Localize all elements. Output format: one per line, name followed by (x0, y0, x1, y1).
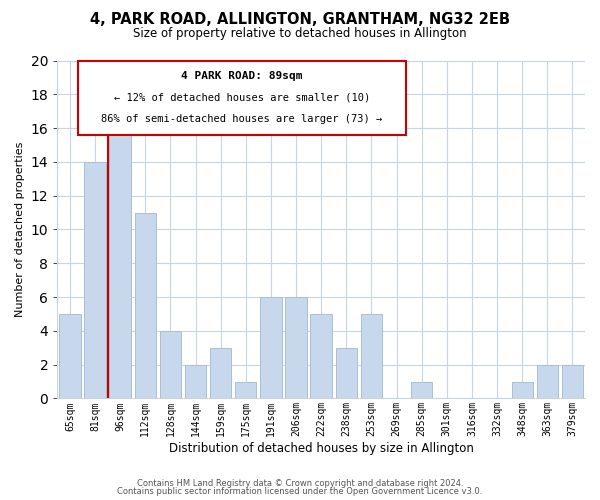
Bar (109, 111, 131, 399)
Bar (59, 314, 80, 398)
Bar (562, 364, 583, 398)
Bar (335, 348, 357, 399)
Bar (134, 212, 156, 398)
Bar (85, 162, 106, 398)
Bar (160, 331, 181, 398)
Bar (210, 348, 232, 399)
Bar (536, 364, 558, 398)
Bar (361, 314, 382, 398)
Bar (235, 382, 256, 398)
Text: 4, PARK ROAD, ALLINGTON, GRANTHAM, NG32 2EB: 4, PARK ROAD, ALLINGTON, GRANTHAM, NG32 … (90, 12, 510, 28)
Bar (185, 364, 206, 398)
Text: 4 PARK ROAD: 89sqm: 4 PARK ROAD: 89sqm (181, 71, 303, 81)
Text: Contains HM Land Registry data © Crown copyright and database right 2024.: Contains HM Land Registry data © Crown c… (137, 478, 463, 488)
FancyBboxPatch shape (79, 60, 406, 135)
Y-axis label: Number of detached properties: Number of detached properties (15, 142, 25, 317)
Text: ← 12% of detached houses are smaller (10): ← 12% of detached houses are smaller (10… (114, 92, 370, 102)
Bar (286, 297, 307, 398)
X-axis label: Distribution of detached houses by size in Allington: Distribution of detached houses by size … (169, 442, 473, 455)
Text: Contains public sector information licensed under the Open Government Licence v3: Contains public sector information licen… (118, 487, 482, 496)
Text: Size of property relative to detached houses in Allington: Size of property relative to detached ho… (133, 28, 467, 40)
Bar (260, 297, 281, 398)
Bar (512, 382, 533, 398)
Text: 86% of semi-detached houses are larger (73) →: 86% of semi-detached houses are larger (… (101, 114, 383, 124)
Bar (411, 382, 433, 398)
Bar (310, 314, 332, 398)
